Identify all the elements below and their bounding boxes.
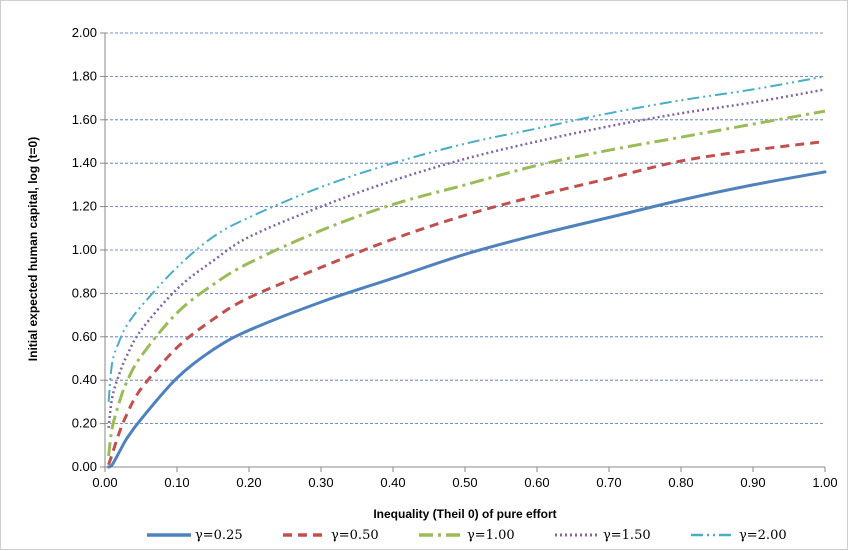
y-tick-label: 1.00 (72, 242, 97, 257)
x-tick-label: 0.20 (236, 475, 261, 490)
legend-label: γ=1.50 (603, 528, 651, 543)
legend-label: γ=2.00 (739, 528, 787, 543)
y-tick-label: 0.80 (72, 285, 97, 300)
series-line (107, 170, 827, 469)
y-tick-label: 0.40 (72, 372, 97, 387)
y-tick-label: 1.40 (72, 155, 97, 170)
y-tick-label: 1.20 (72, 199, 97, 214)
x-tick-label: 0.50 (452, 475, 477, 490)
x-tick-label: 0.90 (740, 475, 765, 490)
y-tick-label: 0.00 (72, 459, 97, 474)
series-line (107, 140, 826, 466)
x-tick-label: 0.00 (92, 475, 117, 490)
x-tick-label: 0.60 (524, 475, 549, 490)
legend-label: γ=0.50 (331, 528, 379, 543)
y-axis-title: Initial expected human capital, log (t=0… (26, 137, 40, 361)
tick-labels: 0.00 0.20 0.40 0.60 0.80 1.00 1.20 1.40 1.60 1.80… (72, 25, 838, 490)
gridlines (105, 32, 825, 425)
legend: γ=0.25 γ=0.50 γ=1.00 γ=1.50 γ=2.00 (147, 528, 787, 543)
x-tick-label: 0.30 (308, 475, 333, 490)
x-tick-label: 1.00 (812, 475, 837, 490)
x-axis-title: Inequality (Theil 0) of pure effort (373, 507, 556, 521)
x-tick-label: 0.70 (596, 475, 621, 490)
x-tick-label: 0.40 (380, 475, 405, 490)
y-tick-label: 1.80 (72, 68, 97, 83)
x-tick-label: 0.10 (164, 475, 189, 490)
y-tick-label: 0.60 (72, 329, 97, 344)
legend-label: γ=0.25 (195, 528, 243, 543)
series-line (107, 75, 826, 402)
x-tick-label: 0.80 (668, 475, 693, 490)
axes (100, 32, 826, 472)
y-tick-label: 2.00 (72, 25, 97, 40)
series-line (107, 88, 826, 429)
legend-label: γ=1.00 (467, 528, 515, 543)
series-lines (107, 75, 827, 469)
y-tick-label: 0.20 (72, 416, 97, 431)
y-tick-label: 1.60 (72, 112, 97, 127)
